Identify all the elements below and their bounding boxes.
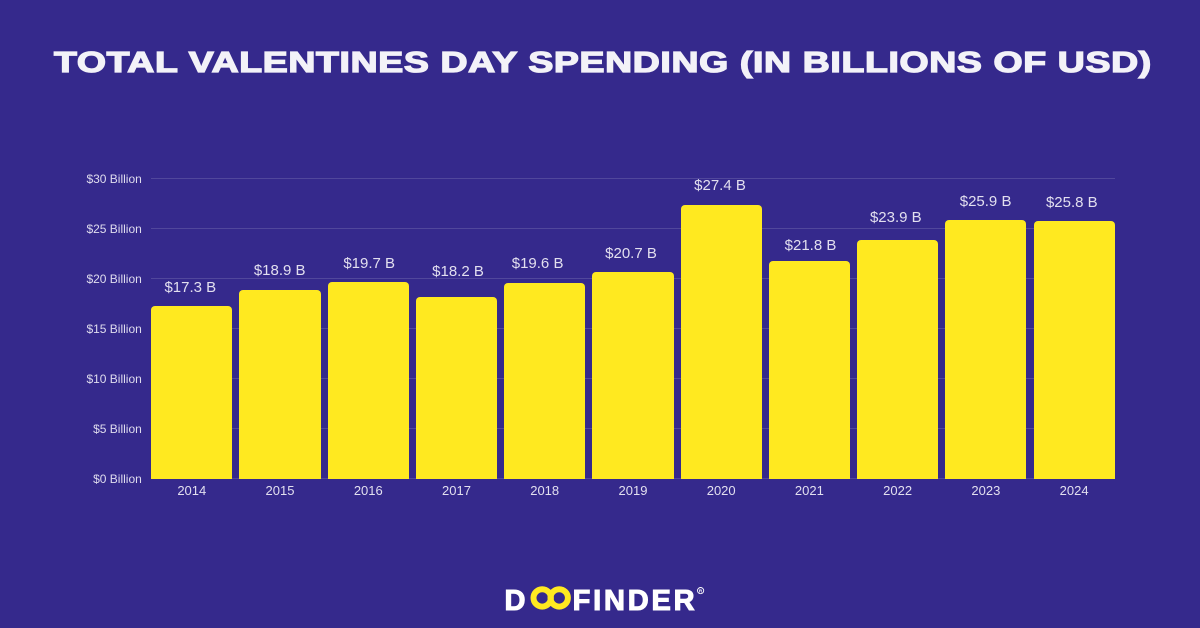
svg-text:R: R [698,588,702,593]
